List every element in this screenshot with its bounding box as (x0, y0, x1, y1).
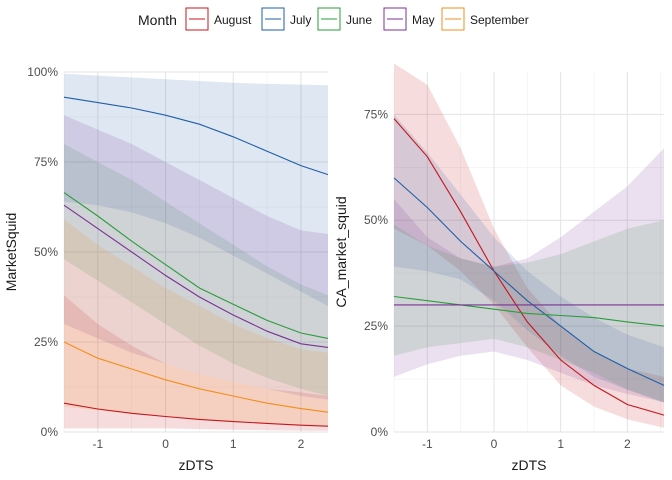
panel2-ribbon-may (394, 148, 664, 403)
panel1-y-tick-label: 100% (27, 65, 58, 79)
panel1-line-june (63, 192, 329, 339)
panel1-x-axis-title: zDTS (179, 457, 214, 473)
panel2-x-tick-label: 1 (557, 437, 564, 451)
panel1-x-tick-label: 0 (162, 437, 169, 451)
legend-label-september: September (470, 13, 529, 27)
panel-marketsquid: -1 0 1 2 0% 25% 50% 75% 100% zDTS MarketSquid (3, 65, 329, 473)
panel1-line-august (63, 402, 329, 427)
panel1-line-july (63, 96, 329, 176)
panel2-ribbon-august (394, 63, 664, 428)
panel1-x-tick-label: -1 (93, 437, 104, 451)
legend-label-june: June (346, 13, 372, 27)
legend-title: Month (138, 12, 177, 28)
legend-label-august: August (214, 13, 252, 27)
panel2-x-tick-label: -1 (422, 437, 433, 451)
panel1-ribbon-august (64, 295, 328, 431)
panel2-y-tick-label: 25% (364, 319, 388, 333)
legend-label-july: July (290, 13, 311, 27)
panel2-y-tick-label: 50% (364, 213, 388, 227)
panel1-x-tick-label: 1 (230, 437, 237, 451)
panel1-y-tick-label: 50% (34, 245, 58, 259)
panel2-ribbon-june (394, 220, 664, 403)
panel2-line-august (393, 118, 665, 416)
panel1-y-tick-label: 75% (34, 155, 58, 169)
panel2-y-tick-label: 0% (371, 425, 389, 439)
panel2-x-tick-label: 0 (491, 437, 498, 451)
panel1-ribbon-september (64, 219, 328, 426)
panel2-x-axis-title: zDTS (512, 457, 547, 473)
panel1-y-tick-label: 0% (41, 425, 59, 439)
panel-ca-market-squid: -1 0 1 2 0% 25% 50% 75% zDTS CA_market_squid (333, 63, 665, 473)
panel1-line-september (63, 341, 329, 413)
panel1-y-axis-title: MarketSquid (3, 213, 19, 292)
panel2-x-tick-label: 2 (624, 437, 631, 451)
panel1-y-tick-label: 25% (34, 335, 58, 349)
panel2-ribbon-july (394, 114, 664, 403)
panel1-ribbon-july (64, 73, 328, 306)
panel2-line-july (393, 177, 665, 386)
legend-label-may: May (412, 13, 435, 27)
panel2-line-june (393, 295, 665, 327)
panel1-ribbon-june (64, 144, 328, 396)
panel1-line-may (63, 204, 329, 348)
panel2-y-tick-label: 75% (364, 107, 388, 121)
legend: Month August July June May September (138, 7, 529, 31)
panel2-y-axis-title: CA_market_squid (333, 196, 349, 307)
panel1-x-tick-label: 2 (298, 437, 305, 451)
